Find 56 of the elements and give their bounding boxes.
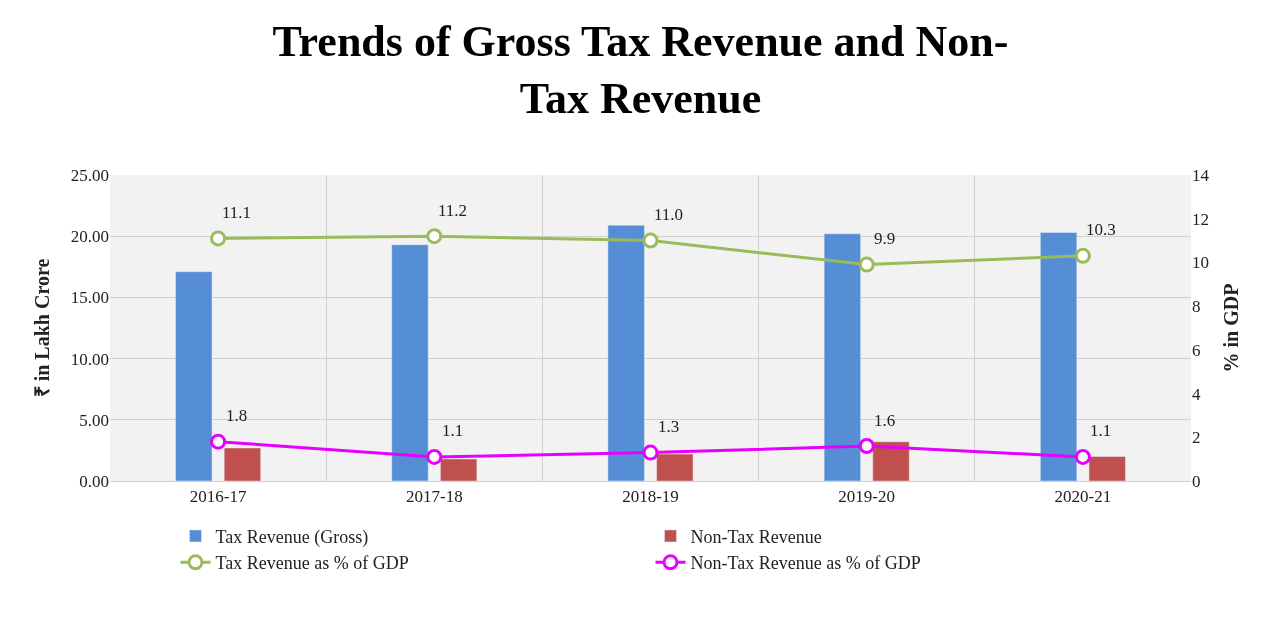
bar: [175, 271, 213, 481]
y2-tick-label: 2: [1192, 428, 1201, 448]
data-label: 1.1: [1090, 421, 1112, 440]
legend-label: Tax Revenue as % of GDP: [215, 553, 409, 574]
data-label: 1.1: [442, 421, 464, 440]
data-label: 10.3: [1086, 220, 1116, 239]
data-label: 11.2: [438, 201, 468, 220]
point: [210, 230, 227, 247]
point: [1074, 247, 1091, 264]
bar: [823, 233, 861, 481]
point: [426, 448, 443, 465]
y-tick-label: 25.00: [70, 165, 109, 185]
bar: [607, 224, 645, 481]
bar: [223, 447, 261, 481]
y2-tick-label: 0: [1192, 471, 1201, 491]
y-tick-label: 0.00: [79, 471, 109, 491]
bar: [391, 244, 429, 481]
y-tick-label: 20.00: [70, 227, 109, 247]
data-label: 9.9: [874, 229, 896, 248]
x-tick-label: 2019-20: [838, 487, 896, 507]
y2-axis-title: % in GDP: [1220, 283, 1242, 373]
bar: [1088, 456, 1126, 481]
y2-tick-label: 6: [1192, 340, 1201, 360]
y-axis-title: ₹ in Lakh Crore: [31, 258, 54, 398]
y-tick-label: 10.00: [70, 349, 109, 369]
bar: [656, 453, 694, 481]
point: [426, 228, 443, 245]
bar: [440, 458, 478, 481]
x-tick-label: 2020-21: [1054, 487, 1112, 507]
x-tick-label: 2016-17: [189, 487, 247, 507]
data-label: 1.6: [874, 411, 896, 430]
bar: [1040, 232, 1078, 481]
point: [642, 232, 659, 249]
y-tick-label: 5.00: [79, 410, 109, 430]
legend-label: Non-Tax Revenue: [690, 526, 822, 547]
chart-title: Trends of Gross Tax Revenue and Non-Tax Revenue: [272, 16, 1009, 124]
bar: [872, 441, 910, 481]
point: [642, 444, 659, 461]
y-tick-label: 15.00: [70, 288, 109, 308]
data-label: 1.8: [226, 406, 248, 425]
x-tick-label: 2018-19: [622, 487, 679, 507]
point: [1074, 448, 1091, 465]
y2-tick-label: 4: [1192, 384, 1201, 404]
data-label: 11.0: [654, 205, 684, 224]
point: [210, 433, 227, 450]
data-label: 11.1: [222, 203, 252, 222]
legend-label: Tax Revenue (Gross): [215, 526, 369, 548]
point: [858, 438, 875, 455]
y2-tick-label: 8: [1192, 297, 1201, 317]
point: [858, 256, 875, 273]
legend-label: Non-Tax Revenue as % of GDP: [690, 553, 921, 574]
y2-tick-label: 10: [1192, 253, 1209, 273]
data-label: 1.3: [658, 417, 680, 436]
y2-tick-label: 12: [1192, 209, 1209, 229]
x-tick-label: 2017-18: [405, 487, 463, 507]
y2-tick-label: 14: [1192, 165, 1210, 185]
